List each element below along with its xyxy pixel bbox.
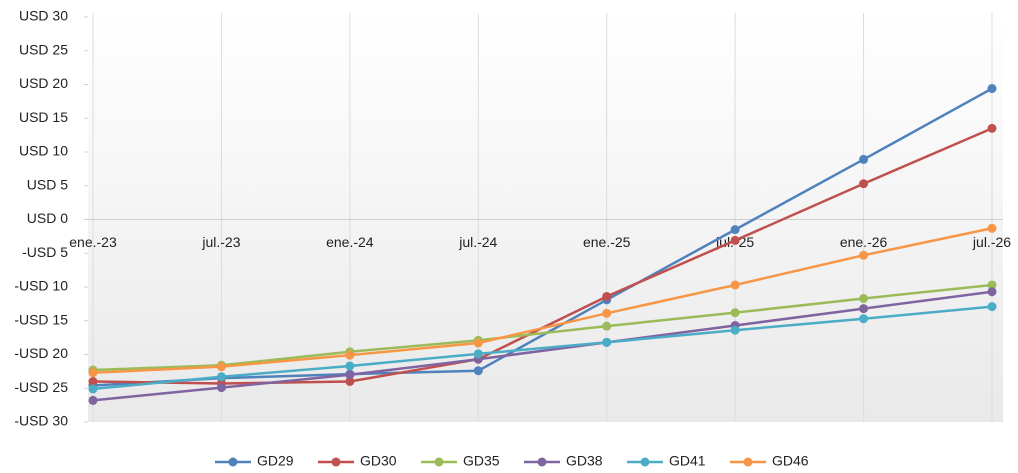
data-point	[730, 225, 740, 235]
y-tick-label: -USD 30	[14, 413, 68, 429]
legend-label: GD41	[669, 453, 706, 469]
data-point	[345, 350, 355, 360]
data-point	[859, 304, 869, 314]
legend-marker	[228, 457, 238, 467]
data-point	[345, 361, 355, 371]
x-tick-label: jul.-26	[972, 234, 1011, 250]
data-point	[473, 338, 483, 348]
data-point	[473, 366, 483, 376]
legend-item: GD35	[421, 453, 500, 469]
y-tick-label: -USD 15	[14, 311, 68, 327]
y-tick-label: -USD 25	[14, 379, 68, 395]
x-tick-label: jul.-23	[201, 234, 240, 250]
data-point	[602, 337, 612, 347]
legend-label: GD29	[257, 453, 294, 469]
legend-label: GD46	[772, 453, 809, 469]
data-point	[987, 223, 997, 233]
data-point	[859, 293, 869, 303]
legend-label: GD30	[360, 453, 397, 469]
legend-label: GD38	[566, 453, 603, 469]
legend-marker	[743, 457, 753, 467]
plot-area	[88, 13, 1003, 422]
y-tick-label: USD 20	[19, 75, 68, 91]
data-point	[602, 291, 612, 301]
data-point	[730, 308, 740, 318]
y-tick-label: USD 0	[27, 210, 68, 226]
data-point	[987, 84, 997, 94]
data-point	[859, 154, 869, 164]
data-point	[216, 383, 226, 393]
legend-item: GD30	[318, 453, 397, 469]
legend-item: GD38	[524, 453, 603, 469]
data-point	[987, 287, 997, 297]
y-tick-label: USD 30	[19, 8, 68, 24]
data-point	[88, 395, 98, 405]
legend-item: GD46	[730, 453, 809, 469]
x-tick-label: ene.-23	[69, 234, 117, 250]
y-tick-label: -USD 10	[14, 278, 68, 294]
data-point	[987, 302, 997, 312]
x-tick-label: ene.-26	[840, 234, 888, 250]
legend-item: GD29	[215, 453, 294, 469]
data-point	[602, 308, 612, 318]
data-point	[730, 280, 740, 290]
legend-marker	[640, 457, 650, 467]
data-point	[345, 377, 355, 386]
y-tick-label: USD 25	[19, 41, 68, 57]
data-point	[88, 368, 98, 378]
y-tick-label: -USD 20	[14, 345, 68, 361]
data-point	[345, 370, 355, 380]
data-point	[88, 384, 98, 394]
y-tick-label: USD 15	[19, 109, 68, 125]
data-point	[730, 235, 740, 245]
data-point	[88, 377, 98, 386]
series-line	[92, 290, 993, 402]
series-line	[92, 305, 993, 391]
data-point	[859, 179, 869, 189]
data-point	[859, 250, 869, 260]
series-line	[92, 87, 993, 387]
data-point	[602, 321, 612, 331]
series-line	[92, 227, 993, 374]
series-line	[92, 283, 993, 372]
y-tick-label: USD 5	[27, 176, 68, 192]
data-point	[730, 325, 740, 335]
data-point	[216, 362, 226, 372]
legend-marker	[331, 457, 341, 467]
data-point	[987, 280, 997, 290]
legend-marker	[537, 457, 547, 467]
data-point	[987, 123, 997, 133]
x-tick-label: ene.-24	[326, 234, 374, 250]
data-point	[216, 372, 226, 382]
data-point	[473, 349, 483, 359]
legend-item: GD41	[627, 453, 706, 469]
y-tick-label: -USD 5	[22, 244, 68, 260]
x-tick-label: ene.-25	[583, 234, 631, 250]
y-tick-label: USD 10	[19, 143, 68, 159]
legend-marker	[434, 457, 444, 467]
data-point	[859, 314, 869, 324]
x-tick-label: jul.-24	[458, 234, 497, 250]
legend-label: GD35	[463, 453, 500, 469]
